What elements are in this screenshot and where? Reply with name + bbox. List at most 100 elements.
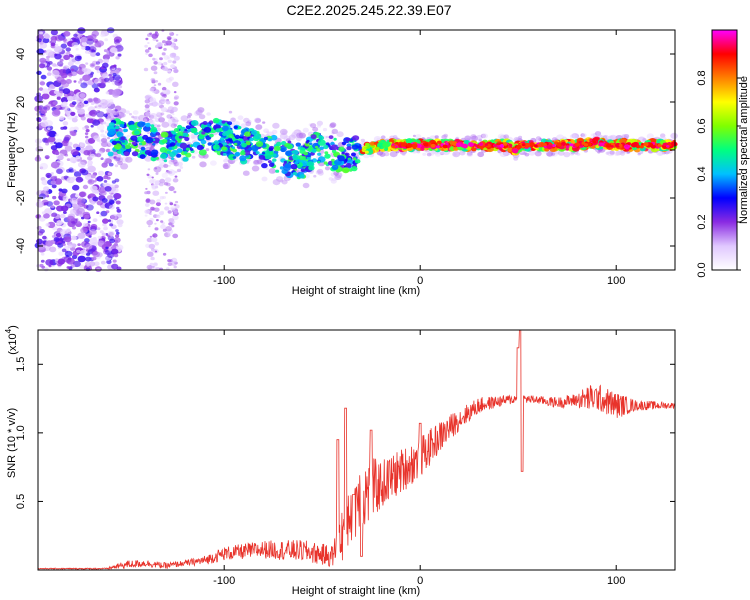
- spectrogram-cell: [436, 145, 440, 149]
- spectrogram-cell: [308, 165, 315, 171]
- spectrogram-cell: [151, 248, 156, 252]
- spectrogram-cell: [167, 259, 172, 263]
- spectrogram-cell: [400, 142, 407, 147]
- spectrogram-cell: [162, 252, 167, 256]
- x-tick-label: 100: [607, 275, 625, 287]
- spectrogram-cell: [365, 142, 370, 147]
- spectrogram-cell: [556, 142, 563, 147]
- spectrogram-cell: [611, 136, 617, 141]
- spectrogram-cell: [329, 122, 337, 128]
- spectrogram-cell: [609, 150, 615, 155]
- spectrogram-cell: [172, 60, 177, 64]
- spectrogram-cell: [109, 99, 114, 103]
- spectrogram-cell: [292, 155, 297, 160]
- spectrogram-cell: [39, 57, 47, 64]
- spectrogram-cell: [108, 162, 114, 167]
- spectrogram-cell: [57, 258, 65, 265]
- spectrogram-cell: [268, 138, 272, 142]
- spectrogram-cell: [102, 54, 110, 61]
- spectrogram-cell: [576, 153, 581, 156]
- spectrogram-cell: [47, 127, 51, 130]
- spectrogram-cell: [292, 150, 299, 155]
- spectrogram-cell: [143, 67, 149, 72]
- y-tick: 0: [15, 147, 675, 153]
- spectrogram-cell: [61, 72, 68, 79]
- spectrogram-cell: [59, 116, 65, 121]
- spectrogram-cell: [87, 97, 94, 103]
- spectrogram-cell: [272, 179, 281, 186]
- spectrogram-cell: [600, 142, 605, 146]
- spectrogram-cell: [105, 148, 111, 153]
- spectrogram-cell: [116, 209, 122, 213]
- spectrogram-cell: [121, 140, 125, 143]
- spectrogram-cell: [163, 55, 170, 60]
- spectrogram-cell: [86, 117, 94, 124]
- spectrogram-cell: [50, 172, 54, 175]
- spectrogram-cell: [45, 156, 49, 160]
- spectrogram-cell: [40, 252, 45, 256]
- spectrogram-cell: [230, 117, 236, 122]
- spectrogram-cell: [46, 66, 53, 71]
- spectrogram-cell: [69, 156, 78, 164]
- spectrogram-cell: [170, 157, 175, 161]
- spectrogram-cell: [77, 243, 81, 247]
- spectrogram-cell: [96, 70, 101, 74]
- spectrogram-cell: [176, 153, 182, 158]
- spectrogram-cell: [273, 145, 281, 152]
- spectrogram-cell: [115, 128, 119, 132]
- spectrogram-cell: [156, 198, 162, 203]
- spectrogram-cell: [311, 148, 317, 153]
- spectrogram-cell: [265, 167, 269, 170]
- spectrogram-cell: [51, 70, 60, 77]
- spectrogram-cell: [210, 160, 217, 166]
- spectrogram-cell: [146, 264, 153, 270]
- spectrogram-cell: [131, 141, 137, 146]
- spectrogram-cell: [153, 262, 158, 266]
- spectrogram-cell: [174, 69, 179, 73]
- spectrogram-cell: [114, 184, 119, 189]
- spectrogram-cell: [95, 61, 100, 65]
- spectrogram-cell: [310, 134, 317, 140]
- spectrogram-cell: [85, 267, 91, 272]
- spectrogram-cell: [43, 186, 50, 192]
- spectrogram-cell: [95, 52, 101, 57]
- y-tick: 1.5: [15, 357, 675, 372]
- spectrogram-cell: [103, 135, 107, 139]
- spectrogram-cell: [237, 126, 241, 130]
- spectrogram-cell: [203, 126, 212, 133]
- spectrogram-cell: [151, 176, 154, 179]
- spectrogram-cell: [155, 214, 161, 219]
- spectrogram-cell: [66, 176, 75, 184]
- spectrogram-cell: [503, 134, 510, 139]
- spectrogram-cell: [262, 151, 266, 155]
- spectrogram-cell: [222, 152, 227, 156]
- spectrogram-cell: [63, 54, 70, 61]
- spectrogram-cell: [240, 123, 247, 129]
- spectrogram-cell: [70, 111, 76, 116]
- spectrogram-cell: [164, 177, 172, 183]
- spectrogram-cell: [309, 142, 313, 145]
- spectrogram-cell: [185, 152, 192, 158]
- spectrogram-cell: [61, 240, 66, 244]
- spectrogram-cell: [251, 165, 260, 172]
- spectrogram-cell: [71, 209, 76, 214]
- spectrogram-cell: [279, 166, 284, 170]
- spectrogram-y-ticks: -40 -20 0 20 40: [15, 48, 675, 254]
- spectrogram-cell: [165, 191, 168, 194]
- spectrogram-cell: [96, 200, 104, 206]
- spectrogram-cell: [178, 149, 182, 152]
- spectrogram-cell: [90, 201, 95, 206]
- spectrogram-cell: [338, 146, 345, 152]
- spectrogram-cell: [154, 241, 159, 246]
- spectrogram-cell: [152, 57, 156, 61]
- spectrogram-cell: [116, 219, 124, 225]
- spectrogram-cell: [61, 81, 70, 88]
- spectrogram-cell: [352, 135, 360, 141]
- spectrogram-cell: [182, 156, 189, 162]
- spectrogram-cell: [144, 214, 148, 217]
- spectrogram-cell: [43, 33, 51, 39]
- spectrogram-cell: [152, 143, 156, 146]
- spectrogram-cell: [258, 154, 266, 160]
- spectrogram-cell: [172, 159, 178, 164]
- spectrogram-cell: [116, 131, 124, 138]
